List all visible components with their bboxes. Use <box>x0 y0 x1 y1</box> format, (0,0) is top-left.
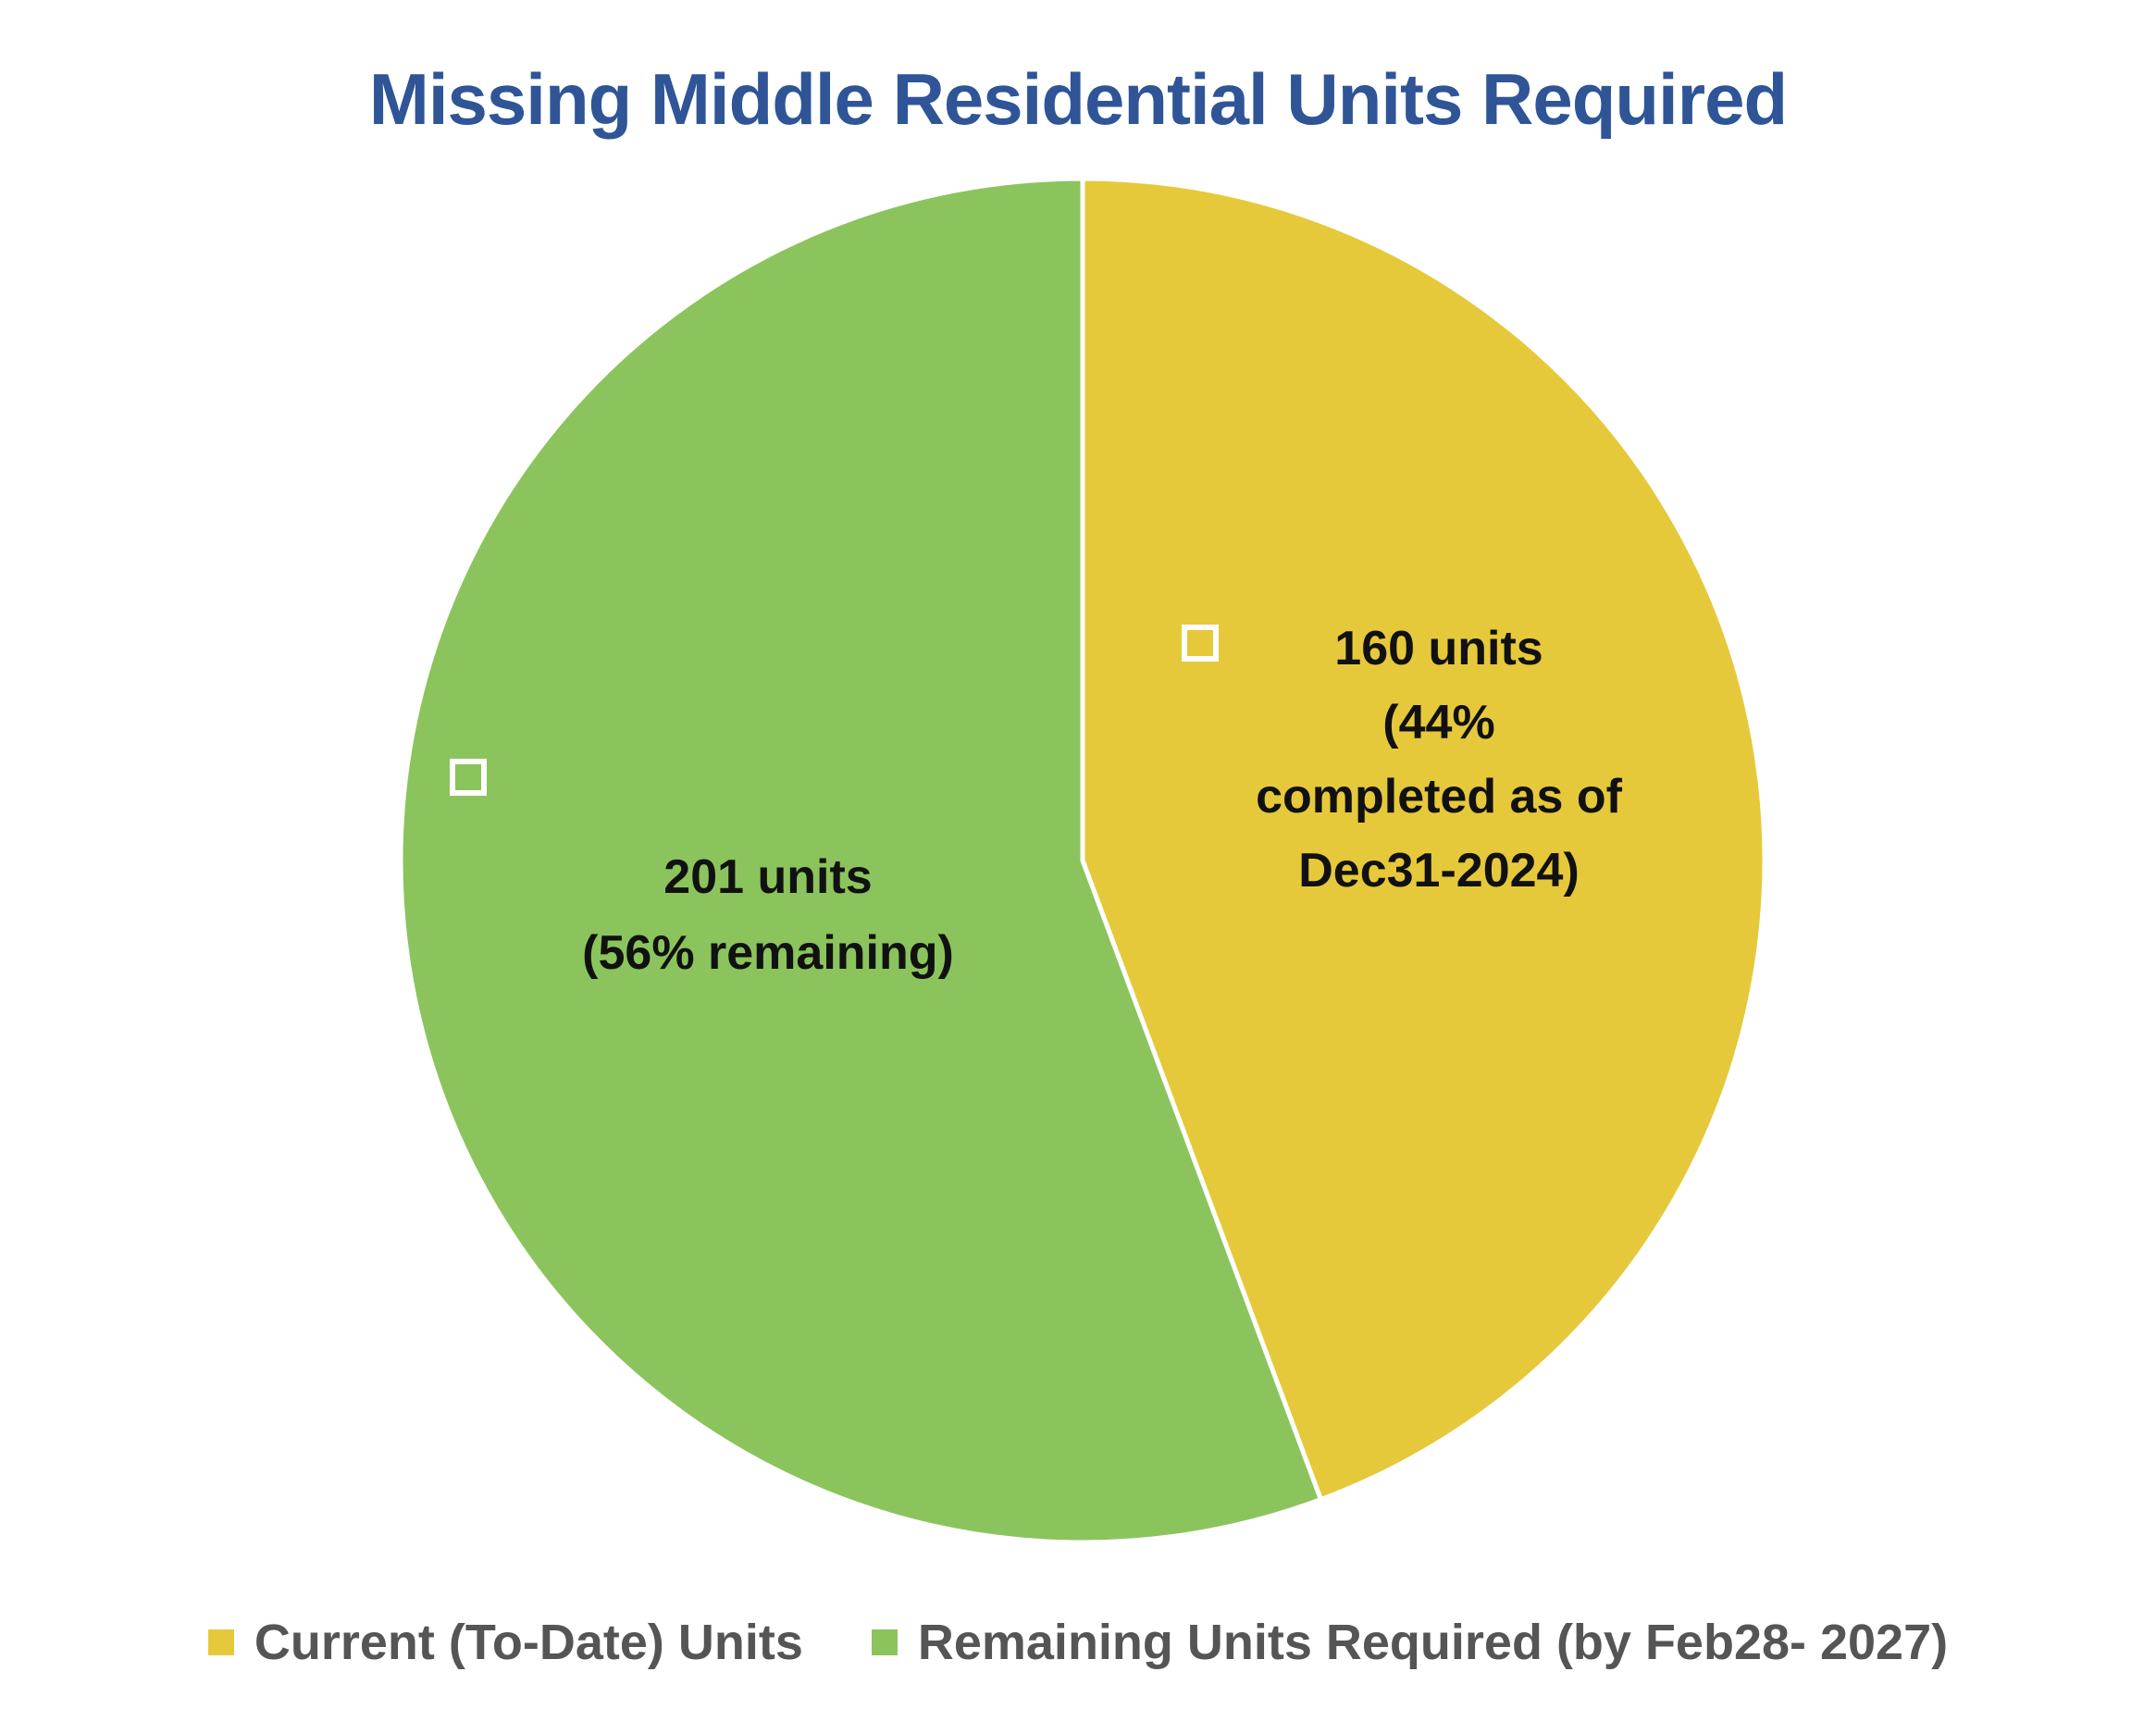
slice-label-remaining-line: 201 units <box>663 850 872 904</box>
legend: Current (To-Date) Units Remaining Units … <box>0 1605 2156 1679</box>
legend-label-remaining: Remaining Units Required (by Feb28- 2027… <box>917 1615 1949 1670</box>
slice-label-current-line: (44% <box>1382 696 1494 749</box>
slice-label-remaining-line: (56% remaining) <box>582 926 954 980</box>
pie-slice-current <box>1080 176 1767 1503</box>
legend-label-current: Current (To-Date) Units <box>254 1615 803 1670</box>
slice-label-remaining: 201 units (56% remaining) <box>582 850 954 980</box>
pie-slice-remaining <box>398 176 1323 1545</box>
legend-swatch-current <box>207 1629 234 1655</box>
slice-label-current-line: Dec31-2024) <box>1298 844 1580 898</box>
legend-swatch-remaining <box>871 1629 898 1655</box>
legend-item-current: Current (To-Date) Units <box>207 1614 803 1671</box>
slice-label-current: 160 units (44% completed as of Dec31-2024) <box>1256 622 1623 898</box>
slice-label-current-line: 160 units <box>1334 622 1543 675</box>
slice-label-current-line: completed as of <box>1256 770 1623 824</box>
legend-item-remaining: Remaining Units Required (by Feb28- 2027… <box>871 1614 1949 1671</box>
slice-marker-remaining <box>450 759 487 796</box>
slice-marker-current <box>1182 625 1219 662</box>
chart-title: Missing Middle Residential Units Require… <box>368 58 1788 140</box>
